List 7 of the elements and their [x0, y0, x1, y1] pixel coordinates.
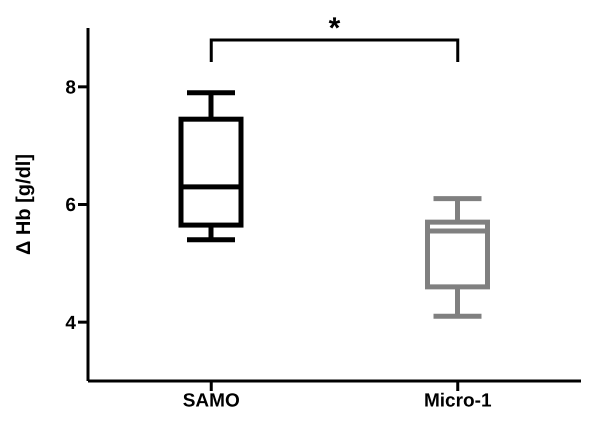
y-tick-label: 4	[65, 312, 76, 334]
x-tick-label: Micro-1	[424, 390, 492, 412]
y-axis-title: Δ Hb [g/dl]	[13, 154, 36, 256]
annotation: *	[328, 12, 341, 45]
y-tick-label: 8	[65, 78, 76, 99]
y-tick-label: 6	[65, 195, 76, 216]
x-tick-label: SAMO	[182, 390, 240, 412]
